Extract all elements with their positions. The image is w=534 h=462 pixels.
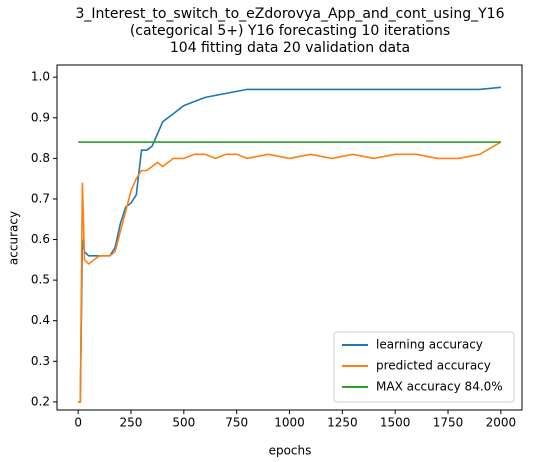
x-tick-label: 750 xyxy=(225,416,248,430)
y-tick-label: 0.3 xyxy=(31,354,50,368)
legend-label: learning accuracy xyxy=(376,338,483,352)
y-tick-label: 0.9 xyxy=(31,110,50,124)
y-tick-label: 0.2 xyxy=(31,394,50,408)
x-tick-label: 1000 xyxy=(274,416,305,430)
y-axis-label: accuracy xyxy=(7,211,21,265)
chart-title: 3_Interest_to_switch_to_eZdorovya_App_an… xyxy=(76,6,505,22)
y-tick-label: 0.7 xyxy=(31,191,50,205)
chart-subtitle: (categorical 5+) Y16 forecasting 10 iter… xyxy=(130,23,450,39)
x-axis-label: epochs xyxy=(269,444,312,458)
y-tick-label: 0.4 xyxy=(31,313,50,327)
y-tick-label: 0.5 xyxy=(31,273,50,287)
x-tick-label: 250 xyxy=(120,416,143,430)
x-tick-label: 1750 xyxy=(433,416,464,430)
legend-label: MAX accuracy 84.0% xyxy=(376,380,503,394)
x-tick-label: 1250 xyxy=(327,416,358,430)
legend-label: predicted accuracy xyxy=(376,359,491,373)
data-line xyxy=(78,141,502,403)
chart-subtitle: 104 fitting data 20 validation data xyxy=(170,40,410,56)
x-tick-label: 2000 xyxy=(486,416,517,430)
legend-box xyxy=(333,331,515,403)
plot-frame xyxy=(56,64,523,411)
x-tick-label: 1500 xyxy=(380,416,411,430)
y-tick-label: 1.0 xyxy=(31,70,50,84)
y-tick-label: 0.8 xyxy=(31,151,50,165)
y-tick-label: 0.6 xyxy=(31,232,50,246)
x-tick-label: 0 xyxy=(74,416,82,430)
x-tick-label: 500 xyxy=(172,416,195,430)
